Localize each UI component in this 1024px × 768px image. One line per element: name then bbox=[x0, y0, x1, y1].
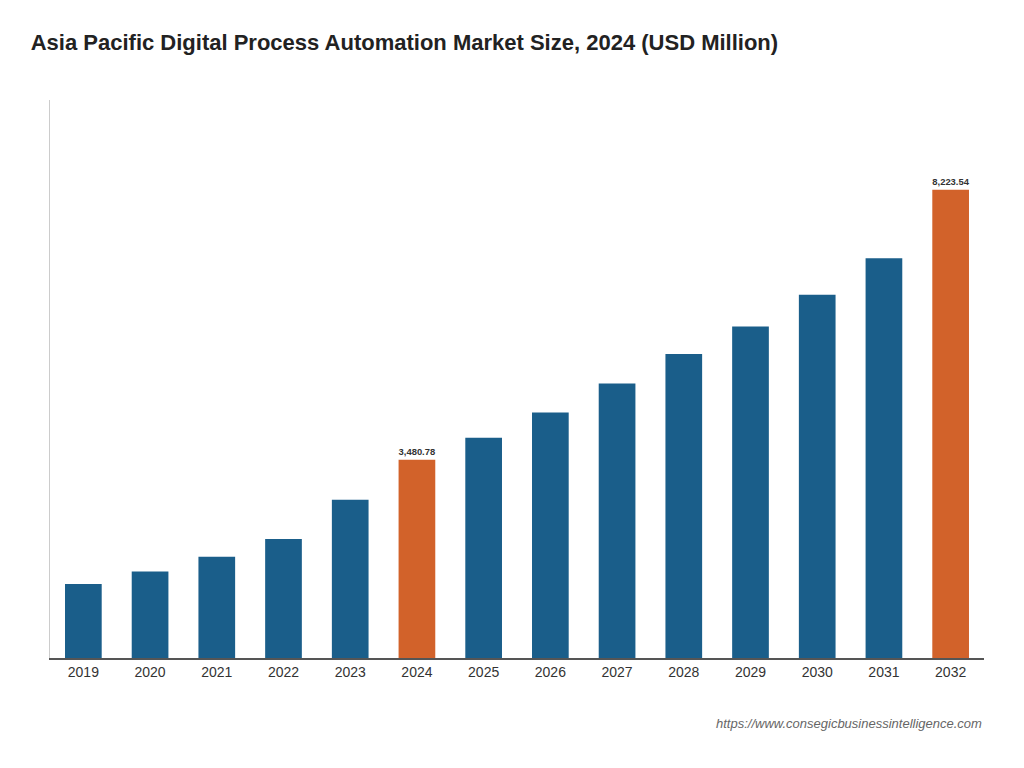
svg-text:2021: 2021 bbox=[201, 664, 232, 680]
svg-text:2029: 2029 bbox=[735, 664, 766, 680]
svg-text:2022: 2022 bbox=[268, 664, 299, 680]
svg-text:2025: 2025 bbox=[468, 664, 499, 680]
svg-text:2028: 2028 bbox=[668, 664, 699, 680]
svg-text:2027: 2027 bbox=[601, 664, 632, 680]
svg-text:Asia Pacific Digital Process A: Asia Pacific Digital Process Automation … bbox=[31, 30, 778, 55]
svg-text:2019: 2019 bbox=[68, 664, 99, 680]
svg-text:2020: 2020 bbox=[134, 664, 165, 680]
svg-text:2032: 2032 bbox=[935, 664, 966, 680]
svg-text:https://www.consegicbusinessin: https://www.consegicbusinessintelligence… bbox=[716, 716, 982, 731]
svg-text:2031: 2031 bbox=[868, 664, 899, 680]
svg-text:8,223.54: 8,223.54 bbox=[932, 176, 969, 187]
svg-text:3,480.78: 3,480.78 bbox=[399, 446, 436, 457]
svg-text:2023: 2023 bbox=[335, 664, 366, 680]
svg-text:2024: 2024 bbox=[401, 664, 432, 680]
svg-text:2030: 2030 bbox=[802, 664, 833, 680]
svg-text:2026: 2026 bbox=[535, 664, 566, 680]
